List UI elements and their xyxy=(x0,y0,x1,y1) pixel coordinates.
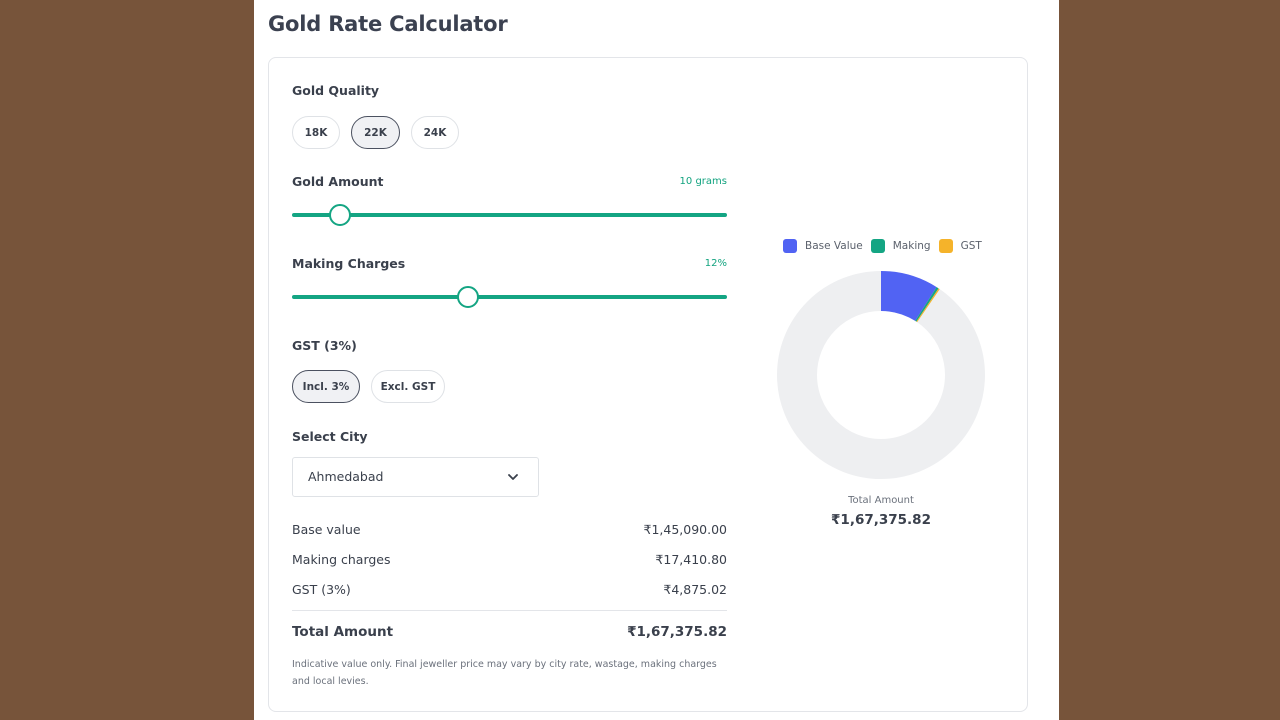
donut-slice-gst xyxy=(916,288,940,323)
gst-row-label: GST (3%) xyxy=(292,582,351,597)
making-charges-amount: ₹17,410.80 xyxy=(655,552,727,567)
base-value-label: Base value xyxy=(292,522,361,537)
calculator-card: Gold Quality 18K 22K 24K Gold Amount 10 … xyxy=(268,57,1028,712)
making-charges-row-label: Making charges xyxy=(292,552,391,567)
donut-slice-making xyxy=(915,287,939,322)
select-city-label: Select City xyxy=(292,429,368,444)
total-divider xyxy=(292,610,727,611)
chart-caption-label: Total Amount xyxy=(848,495,914,506)
gst-amount: ₹4,875.02 xyxy=(663,582,727,597)
making-charges-value: 12% xyxy=(704,258,727,269)
page-title: Gold Rate Calculator xyxy=(268,12,508,36)
legend-item-base-value: Base Value xyxy=(783,239,863,253)
legend-label-gst: GST xyxy=(960,240,982,252)
gold-amount-label: Gold Amount xyxy=(292,174,384,189)
legend-label-making: Making xyxy=(892,240,931,252)
donut-remainder-ring xyxy=(777,271,985,479)
total-amount-value: ₹1,67,375.82 xyxy=(627,624,727,640)
quality-22k-chip[interactable]: 22K xyxy=(351,116,400,149)
total-amount-label: Total Amount xyxy=(292,624,394,640)
donut-chart xyxy=(777,271,985,479)
legend-swatch-base-value xyxy=(783,239,797,253)
gold-amount-value: 10 grams xyxy=(679,176,727,187)
disclaimer-note: Indicative value only. Final jeweller pr… xyxy=(292,659,717,687)
legend-swatch-making xyxy=(870,239,885,253)
legend-label-base-value: Base Value xyxy=(805,240,863,252)
quality-18k-chip[interactable]: 18K xyxy=(292,116,340,149)
slider-track xyxy=(292,213,727,217)
gst-incl-chip[interactable]: Incl. 3% xyxy=(292,370,360,403)
calculator-page: Gold Rate Calculator Gold Quality 18K 22… xyxy=(254,0,1059,720)
legend-item-making: Making xyxy=(870,239,931,253)
making-charges-slider[interactable] xyxy=(292,285,727,309)
gst-excl-chip[interactable]: Excl. GST xyxy=(371,370,445,403)
quality-24k-chip[interactable]: 24K xyxy=(411,116,459,149)
city-select-value: Ahmedabad xyxy=(308,469,384,484)
chart-caption-value: ₹1,67,375.82 xyxy=(831,512,931,528)
chevron-down-icon xyxy=(508,474,518,480)
base-value-amount: ₹1,45,090.00 xyxy=(643,522,728,537)
donut-slice-base-value xyxy=(881,271,937,321)
slider-thumb[interactable] xyxy=(457,286,480,308)
slider-thumb[interactable] xyxy=(328,204,351,226)
city-select[interactable]: Ahmedabad xyxy=(292,457,539,497)
chart-legend: Base Value Making GST xyxy=(783,239,990,253)
making-charges-label: Making Charges xyxy=(292,256,406,271)
gst-label: GST (3%) xyxy=(292,338,357,353)
legend-swatch-gst xyxy=(938,239,953,253)
gold-quality-label: Gold Quality xyxy=(292,83,380,98)
slider-track xyxy=(292,295,727,299)
legend-item-gst: GST xyxy=(938,239,982,253)
gold-amount-slider[interactable] xyxy=(292,203,727,227)
